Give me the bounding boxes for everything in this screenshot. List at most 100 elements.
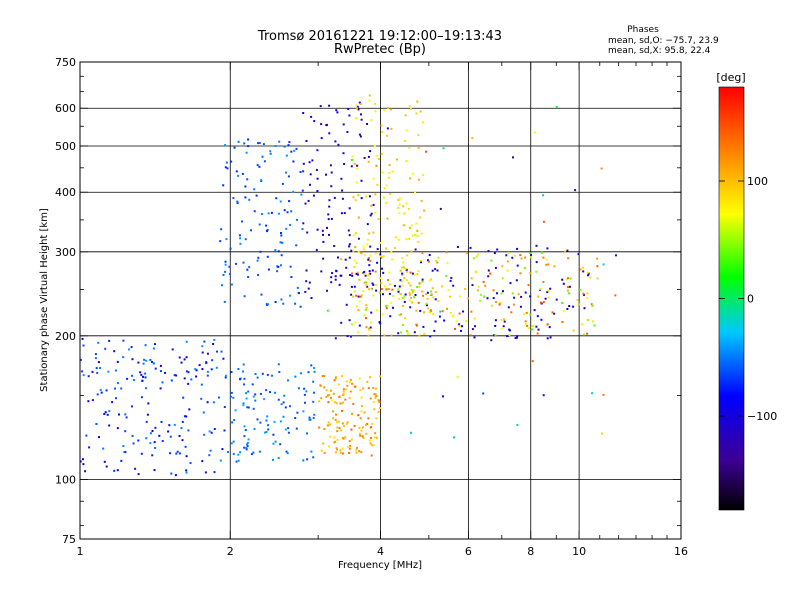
echo-point [302,222,305,225]
echo-point [145,420,148,423]
echo-point [359,103,362,105]
echo-point [221,448,224,451]
echo-point [412,289,415,292]
echo-point [397,238,400,241]
echo-point [113,350,116,353]
echo-point [398,285,401,288]
echo-point [269,150,272,153]
echo-point [350,285,353,288]
echo-point [447,289,450,292]
echo-point [360,396,363,399]
echo-point [385,201,388,204]
echo-point [174,474,177,477]
echo-point [140,373,143,376]
echo-point [365,326,368,329]
echo-point [216,350,218,353]
echo-point [506,335,509,338]
echo-point [285,450,288,453]
echo-point [201,345,204,348]
echo-point [340,212,343,215]
echo-point [342,388,345,391]
echo-point [401,284,404,287]
echo-point [116,427,119,430]
echo-point [367,417,370,420]
echo-point [320,270,323,273]
echo-point [246,441,249,444]
echo-point [539,288,542,291]
echo-point [421,252,424,255]
echo-point [364,254,366,257]
echo-point [246,178,249,181]
echo-point [551,311,554,314]
echo-point [502,325,505,328]
echo-point [389,301,392,304]
echo-point [525,311,528,314]
echo-point [170,472,173,475]
echo-point [200,397,203,400]
echo-point [569,277,572,280]
echo-point [242,363,245,366]
echo-point [340,258,343,261]
echo-point [372,294,375,297]
echo-point [132,379,135,381]
echo-point [577,253,580,256]
echo-point [406,332,409,335]
echo-point [358,450,361,453]
echo-point [561,302,564,304]
echo-point [415,222,418,225]
echo-point [353,259,356,262]
echo-point [340,321,343,324]
echo-point [333,436,336,439]
echo-point [187,429,190,432]
echo-point [334,418,337,421]
echo-point [394,247,396,250]
echo-point [173,423,176,426]
echo-point [195,375,198,378]
echo-point [397,288,400,291]
echo-point [351,274,354,277]
echo-point [361,405,363,407]
echo-point [145,437,148,440]
echo-point [246,268,249,271]
echo-point [313,370,316,373]
echo-point [506,260,509,263]
echo-point [405,270,408,273]
echo-point [426,297,429,300]
echo-point [533,309,536,312]
echo-point [421,278,424,281]
echo-point [368,264,371,267]
echo-point [233,419,236,421]
echo-point [205,362,208,365]
echo-point [287,379,289,382]
echo-point [79,460,82,463]
echo-point [244,238,247,241]
echo-point [418,282,421,285]
echo-point [376,183,379,186]
echo-point [600,167,603,170]
echo-point [310,364,313,367]
echo-point [245,397,248,400]
echo-point [529,272,532,275]
echo-point [347,446,350,449]
echo-point [414,294,417,296]
echo-point [369,245,372,248]
echo-point [215,366,218,369]
echo-point [367,160,370,163]
echo-point [161,381,164,384]
echo-point [355,117,358,119]
echo-point [368,195,371,198]
echo-point [154,426,157,429]
echo-point [411,272,414,275]
echo-point [241,220,243,223]
echo-point [380,288,383,290]
echo-point [403,277,406,279]
echo-point [321,375,324,378]
echo-point [368,288,370,291]
echo-point [144,376,147,379]
echo-point [514,337,517,340]
echo-point [116,469,119,472]
echo-point [304,401,306,404]
echo-point [366,285,369,288]
echo-point [386,304,389,307]
echo-point [375,395,378,397]
